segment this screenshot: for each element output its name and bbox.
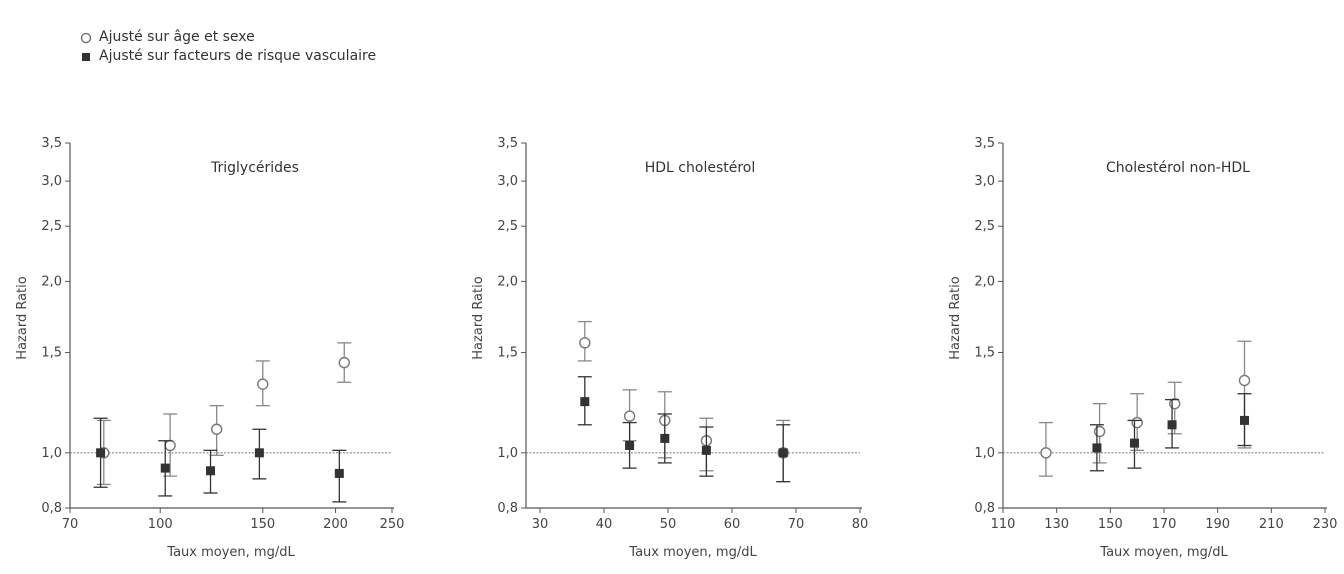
panel-title: Triglycérides bbox=[210, 160, 299, 176]
x-tick-label: 230 bbox=[1313, 517, 1338, 532]
data-point-circle bbox=[1131, 416, 1143, 429]
y-tick-label: 1,5 bbox=[497, 346, 518, 361]
data-point-square bbox=[254, 448, 264, 458]
x-tick-label: 210 bbox=[1259, 517, 1284, 532]
x-tick-label: 100 bbox=[148, 517, 173, 532]
y-tick-label: 3,5 bbox=[41, 136, 62, 151]
y-tick-label: 2,5 bbox=[497, 219, 518, 234]
legend-item-vascular: Ajusté sur facteurs de risque vasculaire bbox=[80, 47, 376, 66]
y-tick-label: 1,5 bbox=[974, 346, 995, 361]
x-axis-label: Taux moyen, mg/dL bbox=[1099, 545, 1228, 560]
y-axis-label: Hazard Ratio bbox=[471, 276, 486, 359]
data-point-square bbox=[206, 466, 216, 476]
panel-title: HDL cholestérol bbox=[645, 160, 756, 176]
y-tick-label: 0,8 bbox=[974, 501, 995, 516]
y-tick-label: 0,8 bbox=[497, 501, 518, 516]
data-point-square bbox=[1129, 438, 1139, 448]
y-tick-label: 1,0 bbox=[497, 446, 518, 461]
data-point-circle bbox=[1040, 447, 1052, 459]
data-point-square bbox=[625, 441, 635, 451]
data-point-square bbox=[1240, 415, 1249, 425]
x-axis-label: Taux moyen, mg/dL bbox=[628, 545, 757, 560]
x-tick-label: 70 bbox=[62, 517, 79, 532]
x-axis-label: Taux moyen, mg/dL bbox=[166, 545, 295, 560]
y-axis-label: Hazard Ratio bbox=[948, 276, 963, 359]
y-tick-label: 1,0 bbox=[974, 446, 995, 461]
y-axis-label: Hazard Ratio bbox=[15, 276, 30, 359]
data-point-square bbox=[701, 445, 711, 455]
x-tick-label: 130 bbox=[1044, 517, 1069, 532]
y-tick-label: 3,0 bbox=[497, 174, 518, 189]
data-point-square bbox=[160, 463, 170, 473]
x-tick-label: 80 bbox=[852, 517, 869, 532]
data-point-square bbox=[660, 433, 670, 443]
x-tick-label: 40 bbox=[596, 517, 613, 532]
legend-item-age-sex: Ajusté sur âge et sexe bbox=[80, 28, 376, 47]
y-tick-label: 2,5 bbox=[41, 219, 62, 234]
filled-square-marker-icon bbox=[82, 52, 90, 61]
data-point-circle bbox=[579, 337, 591, 349]
data-point-circle bbox=[623, 410, 636, 422]
x-tick-label: 150 bbox=[1098, 517, 1123, 532]
data-point-square bbox=[1167, 420, 1177, 430]
y-tick-label: 2,0 bbox=[497, 274, 518, 289]
data-point-circle bbox=[257, 378, 269, 390]
y-tick-label: 2,0 bbox=[41, 274, 62, 289]
legend: Ajusté sur âge et sexe Ajusté sur facteu… bbox=[80, 28, 376, 66]
x-tick-label: 30 bbox=[532, 517, 549, 532]
y-tick-label: 3,0 bbox=[41, 174, 62, 189]
x-tick-label: 70 bbox=[788, 517, 805, 532]
y-tick-label: 2,0 bbox=[974, 274, 995, 289]
x-tick-label: 60 bbox=[724, 517, 741, 532]
data-point-square bbox=[96, 448, 106, 458]
legend-label-vascular: Ajusté sur facteurs de risque vasculaire bbox=[99, 48, 377, 64]
data-point-circle bbox=[338, 356, 350, 369]
legend-label-age-sex: Ajusté sur âge et sexe bbox=[99, 29, 255, 45]
data-point-square bbox=[334, 468, 344, 478]
data-point-circle bbox=[210, 423, 223, 435]
y-tick-label: 1,5 bbox=[41, 346, 62, 361]
x-tick-label: 250 bbox=[380, 517, 405, 532]
data-point-square bbox=[1092, 443, 1102, 453]
y-tick-label: 3,0 bbox=[974, 174, 995, 189]
y-tick-label: 2,5 bbox=[974, 219, 995, 234]
data-point-circle bbox=[1238, 374, 1251, 387]
y-tick-label: 3,5 bbox=[974, 136, 995, 151]
x-tick-label: 200 bbox=[323, 517, 348, 532]
data-point-circle bbox=[1093, 425, 1106, 438]
x-tick-label: 110 bbox=[991, 517, 1016, 532]
y-tick-label: 3,5 bbox=[497, 136, 518, 151]
data-point-square bbox=[778, 448, 788, 458]
x-tick-label: 190 bbox=[1205, 517, 1230, 532]
data-point-square bbox=[580, 397, 590, 407]
y-tick-label: 0,8 bbox=[41, 501, 62, 516]
x-tick-label: 50 bbox=[660, 517, 677, 532]
panel-title: Cholestérol non-HDL bbox=[1106, 160, 1250, 176]
x-tick-label: 150 bbox=[250, 517, 275, 532]
open-circle-marker-icon bbox=[80, 32, 92, 43]
y-tick-label: 1,0 bbox=[41, 446, 62, 461]
x-tick-label: 170 bbox=[1152, 517, 1177, 532]
